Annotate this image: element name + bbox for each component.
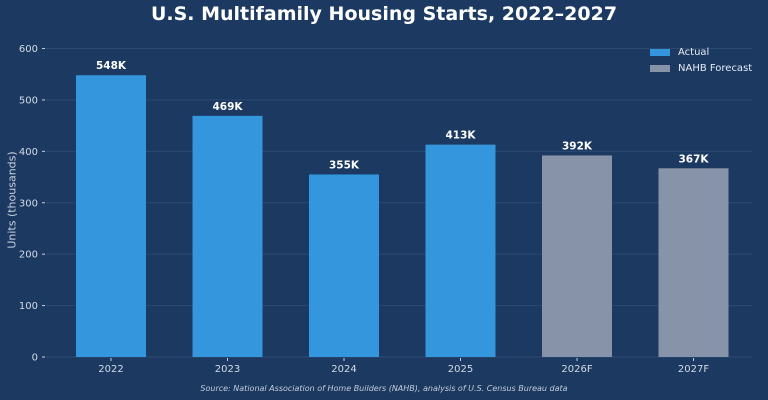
legend: Actual NAHB Forecast	[650, 44, 752, 76]
x-tick-label: 2027F	[678, 364, 709, 375]
bar-layer	[76, 75, 729, 357]
data-label-layer: 548K 469K 355K 413K 392K 367K	[96, 60, 709, 171]
x-tick-label: 2025	[448, 364, 473, 375]
x-tick-label: 2026F	[561, 364, 592, 375]
bar-2025	[425, 144, 496, 357]
y-tick-label: 600	[19, 44, 38, 55]
data-label: 392K	[562, 140, 593, 152]
data-label: 355K	[329, 159, 360, 171]
legend-item-actual: Actual	[650, 44, 752, 60]
x-tick-label: 2022	[98, 364, 123, 375]
legend-label-actual: Actual	[678, 46, 710, 58]
y-tick-label: 100	[19, 301, 38, 312]
data-label: 548K	[96, 60, 127, 72]
y-tick-label: 0	[32, 353, 38, 364]
legend-swatch-forecast	[650, 64, 670, 72]
axis-layer: 0 100 200 300 400 500 600 2022 2023 2024 2025 2026F…	[19, 44, 709, 375]
legend-swatch-actual	[650, 48, 670, 56]
y-tick-label: 300	[19, 198, 38, 209]
bar-2024	[309, 174, 379, 357]
x-tick-label: 2023	[215, 364, 240, 375]
y-tick-label: 500	[19, 95, 38, 106]
data-label: 413K	[445, 130, 476, 142]
source-note: Source: National Association of Home Bui…	[200, 384, 568, 393]
data-label: 469K	[212, 101, 243, 113]
bar-2026f	[542, 155, 612, 357]
bar-2023	[192, 115, 263, 357]
legend-item-forecast: NAHB Forecast	[650, 60, 752, 76]
data-label: 367K	[678, 153, 709, 165]
y-tick-label: 200	[19, 250, 38, 261]
chart-title: U.S. Multifamily Housing Starts, 2022–20…	[150, 3, 618, 25]
x-tick-label: 2024	[331, 364, 356, 375]
bar-2022	[76, 75, 146, 357]
grid-layer	[46, 48, 752, 358]
y-tick-label: 400	[19, 147, 38, 158]
legend-label-forecast: NAHB Forecast	[678, 62, 753, 74]
bar-2027f	[658, 168, 729, 357]
